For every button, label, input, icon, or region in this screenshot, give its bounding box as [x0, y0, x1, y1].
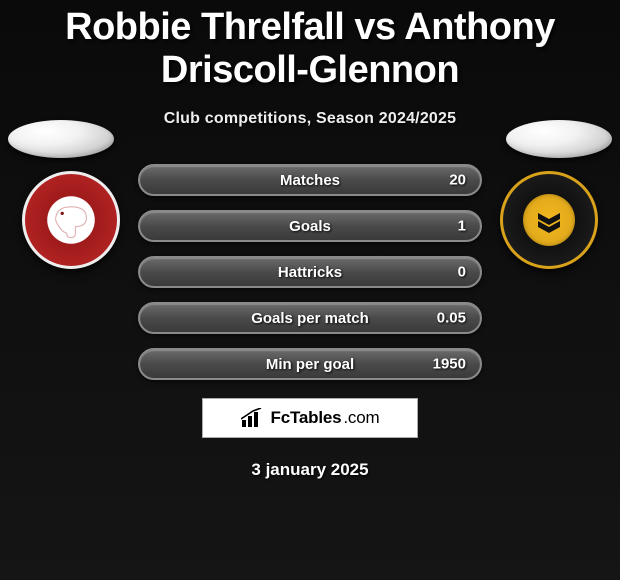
shrimp-icon [49, 198, 93, 242]
stat-row: Goals per match 0.05 [138, 302, 482, 334]
stat-label: Goals per match [251, 310, 369, 327]
stat-label: Goals [289, 218, 331, 235]
stat-right-value: 1950 [433, 356, 466, 373]
stat-right-value: 0 [458, 264, 466, 281]
bar-chart-icon [241, 408, 265, 428]
stat-right-value: 1 [458, 218, 466, 235]
stat-row: Matches 20 [138, 164, 482, 196]
stat-label: Hattricks [278, 264, 342, 281]
brand-name: FcTables [271, 408, 342, 428]
player-right-head [506, 120, 612, 158]
stat-label: Min per goal [266, 356, 354, 373]
stat-label: Matches [280, 172, 340, 189]
date-text: 3 january 2025 [0, 460, 620, 480]
stat-row: Hattricks 0 [138, 256, 482, 288]
brand-suffix: .com [343, 408, 379, 428]
stat-right-value: 20 [449, 172, 466, 189]
brand-badge: FcTables.com [202, 398, 418, 438]
stat-right-value: 0.05 [437, 310, 466, 327]
stat-row: Goals 1 [138, 210, 482, 242]
chevron-badge-icon [534, 205, 564, 235]
player-left-head [8, 120, 114, 158]
club-crest-left [22, 171, 120, 269]
stat-row: Min per goal 1950 [138, 348, 482, 380]
club-crest-right [500, 171, 598, 269]
page-title: Robbie Threlfall vs Anthony Driscoll-Gle… [0, 0, 620, 92]
